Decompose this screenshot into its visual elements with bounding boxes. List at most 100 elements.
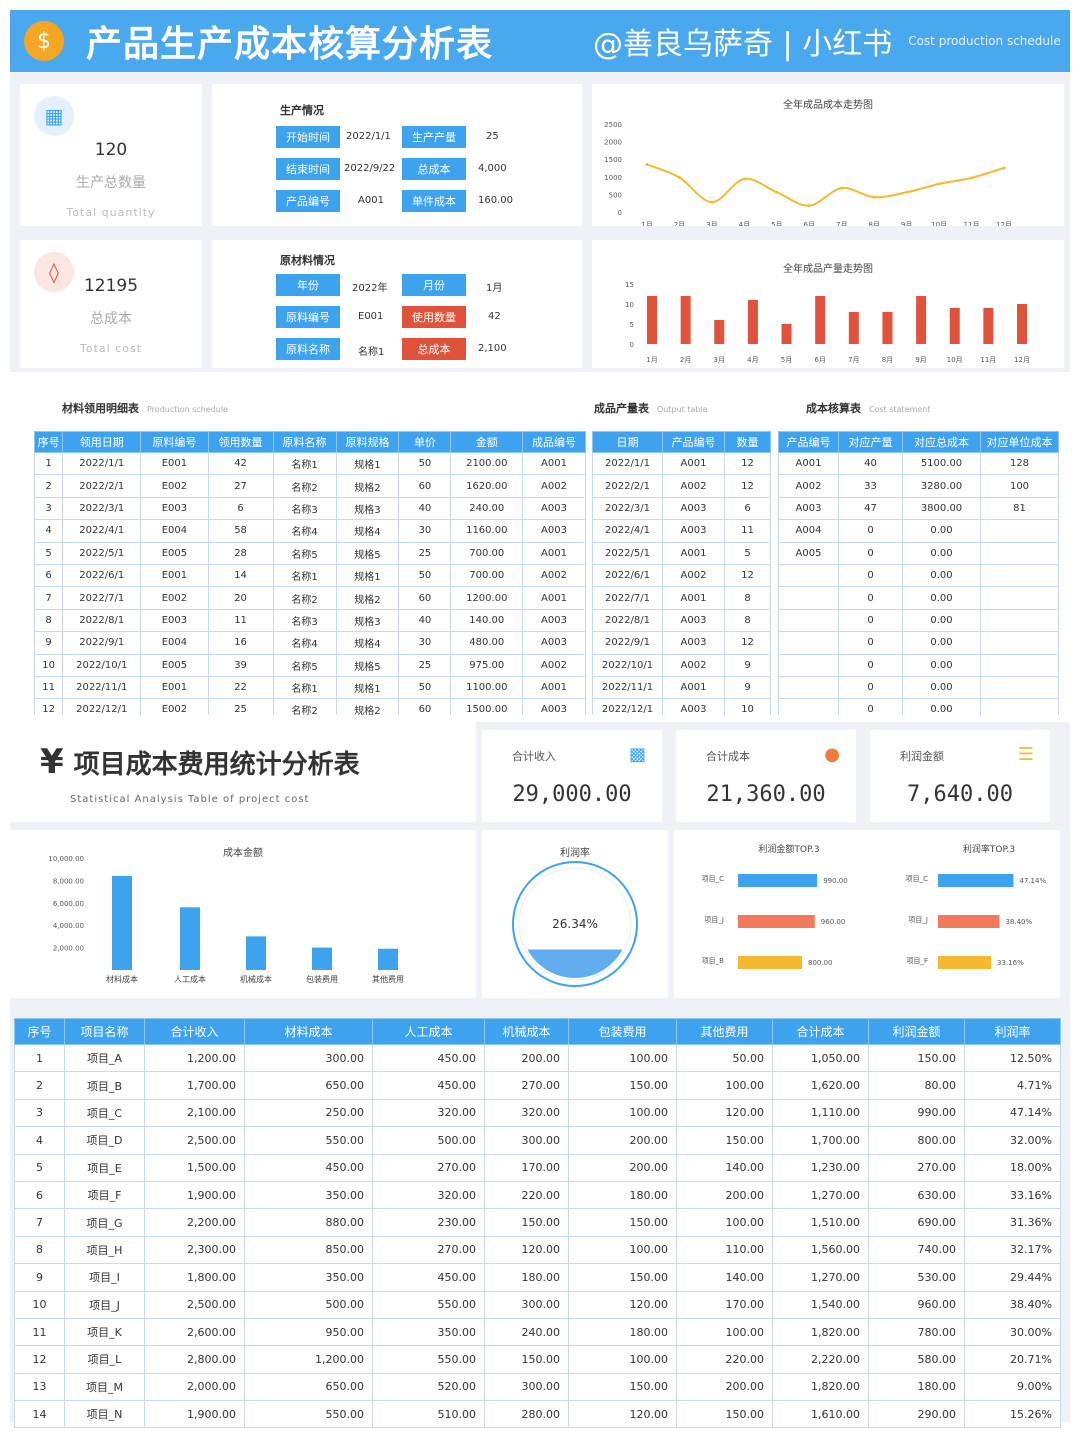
- table-cell: A003: [662, 631, 725, 655]
- table-cell: 550.00: [372, 1345, 485, 1374]
- table-cell: 规格1: [335, 451, 400, 476]
- table-row: 2022/7/1 A001 8: [592, 586, 771, 610]
- table-cell: 100: [980, 474, 1059, 498]
- kpi-card-cost: ◊ 12195 总成本 Total cost: [20, 240, 202, 368]
- table-cell: 13: [14, 1372, 65, 1402]
- table-cell: 280.00: [484, 1400, 569, 1429]
- table-cell: 项目_M: [64, 1372, 145, 1402]
- table-cell: 项目_I: [64, 1263, 145, 1292]
- table-cell: A002: [778, 474, 839, 498]
- table-cell: A003: [662, 608, 725, 633]
- y-tick-label: 2500: [604, 121, 622, 129]
- value-year: 2022年: [352, 283, 388, 294]
- table-cell: 12: [724, 631, 771, 655]
- table-cell: 500.00: [244, 1290, 373, 1319]
- table-cell: E001: [140, 451, 209, 476]
- table-cell: 规格1: [335, 675, 400, 700]
- table-cell: 12: [724, 563, 771, 588]
- top3-bar: [938, 874, 1014, 887]
- table-cell: 3: [33, 496, 64, 521]
- table-cell: 7: [33, 586, 64, 610]
- profit-rate-gauge: 26.34%: [512, 861, 638, 987]
- table-cell: E005: [140, 541, 209, 565]
- table-cell: 300.00: [484, 1126, 569, 1155]
- table-row: 8 项目_H 2,300.00 850.00 270.00 120.00 100.00 110…: [14, 1235, 1061, 1265]
- table-cell: 2022/2/1: [592, 474, 663, 498]
- table-row: 0 0.00: [778, 563, 1059, 588]
- table-cell: 81: [980, 496, 1059, 521]
- table-row: A004 0 0.00: [778, 519, 1059, 543]
- value-output: 25: [486, 131, 499, 142]
- label-end-time: 结束时间: [276, 158, 340, 180]
- header-banner: $ 产品生产成本核算分析表 @善良乌萨奇 | 小红书 Cost producti…: [10, 10, 1070, 72]
- column-header: 产品编号: [778, 431, 839, 453]
- table-cell: 8: [33, 608, 64, 633]
- table-cell: 270.00: [372, 1235, 485, 1265]
- table-cell: A002: [662, 563, 725, 588]
- table-cell: 220.00: [676, 1345, 773, 1374]
- table-cell: 规格2: [335, 474, 400, 498]
- table-cell: 450.00: [372, 1263, 485, 1292]
- output-trend-bar-chart: 15 10 5 0 1月 2月 3月 4月 5月 6月 7月 8月 9月 10月 11月 12月: [625, 281, 1030, 364]
- table-cell: 规格4: [335, 631, 400, 655]
- table-cell: 2022/4/1: [62, 519, 142, 543]
- table-cell: 0: [838, 631, 903, 655]
- watermark: @善良乌萨奇 | 小红书: [593, 27, 893, 62]
- table-cell: 16: [207, 631, 274, 655]
- table-cell: 0.00: [902, 563, 981, 588]
- table-cell: 2022/8/1: [62, 608, 142, 633]
- table-cell: 名称2: [272, 474, 337, 498]
- column-header: 利润率: [964, 1018, 1061, 1045]
- table-cell: 0.00: [902, 631, 981, 655]
- kpi-value: 120: [94, 140, 128, 160]
- table-cell: 0.00: [902, 608, 981, 633]
- y-tick-label: 6,000.00: [53, 900, 84, 908]
- category-label: 项目_J: [704, 916, 724, 924]
- table-cell: 规格2: [335, 698, 400, 715]
- table-cell: E003: [140, 608, 209, 633]
- table-row: 2022/4/1 A003 11: [592, 519, 771, 543]
- table-row: 10 2022/10/1 E005 39 名称5 规格5 25 975.00 A002: [33, 653, 586, 677]
- kpi-value: 12195: [83, 276, 139, 296]
- value-label: 47.14%: [1019, 877, 1046, 885]
- table-cell: E002: [140, 474, 209, 498]
- table-cell: 450.00: [372, 1043, 485, 1073]
- table-cell: [980, 675, 1059, 700]
- table-cell: 450.00: [244, 1153, 373, 1182]
- x-tick-label: 8月: [882, 356, 893, 364]
- table-cell: 450.00: [372, 1071, 485, 1100]
- cost-table: 产品编号 对应产量 对应总成本 对应单位成本 A001 40 5100.00 128 A002 3…: [778, 431, 1059, 715]
- column-header: 对应产量: [838, 431, 903, 453]
- table-cell: A003: [662, 496, 725, 521]
- stat-label: 利润金额: [900, 750, 944, 763]
- label-material-cost: 总成本: [402, 338, 466, 360]
- table-row: 13 项目_M 2,000.00 650.00 520.00 300.00 150.00 20…: [14, 1372, 1061, 1402]
- table-row: 2022/6/1 A002 12: [592, 563, 771, 588]
- table-cell: 1,270.00: [772, 1263, 869, 1292]
- table-cell: 2100.00: [450, 451, 524, 476]
- table-cell: 1,900.00: [144, 1400, 245, 1429]
- table-cell: 1,700.00: [772, 1126, 869, 1155]
- table-cell: E004: [140, 519, 209, 543]
- data-point: [905, 190, 909, 194]
- kpi-label: 总成本: [90, 311, 132, 327]
- table-cell: 1,620.00: [772, 1071, 869, 1100]
- top3-bar: [938, 956, 992, 969]
- table-row: 10 项目_J 2,500.00 500.00 550.00 300.00 120.00 17…: [14, 1290, 1061, 1319]
- table-row: 11 2022/11/1 E001 22 名称1 规格1 50 1100.00 A001: [33, 675, 586, 700]
- output-bar: [647, 296, 657, 344]
- table-cell: 规格4: [335, 519, 400, 543]
- table-cell: 7: [14, 1208, 65, 1237]
- table-cell: [980, 608, 1059, 633]
- table-cell: 25: [398, 653, 452, 677]
- table-cell: 1200.00: [450, 586, 524, 610]
- table-row: 12 项目_L 2,800.00 1,200.00 550.00 150.00 100.00…: [14, 1345, 1061, 1374]
- x-tick-label: 10月: [931, 221, 947, 226]
- column-header: 合计成本: [772, 1018, 869, 1045]
- y-tick-label: 1000: [604, 174, 622, 182]
- table-cell: 170.00: [484, 1153, 569, 1182]
- bar-chart-card: 全年成品产量走势图 15 10 5 0 1月 2月 3月 4月 5月 6月 7月 8月 9月 10月 11月…: [592, 240, 1064, 368]
- table-cell: A001: [662, 451, 725, 476]
- table-row: 2022/8/1 A003 8: [592, 608, 771, 633]
- table-cell: 150.00: [484, 1208, 569, 1237]
